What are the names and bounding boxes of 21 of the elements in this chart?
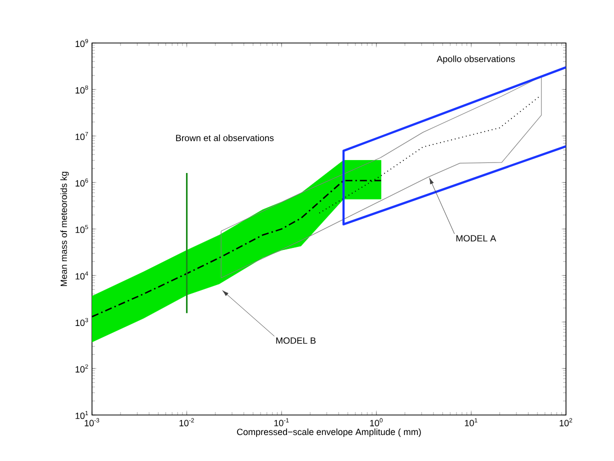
y-tick-label: 10$^{9}$	[76, 38, 88, 48]
annotation: Apollo observations	[436, 56, 515, 64]
x-tick-label: 10$^{2}$	[560, 418, 572, 426]
x-tick-label: 10$^{-1}$	[274, 418, 289, 426]
x-tick-label: 10$^{-2}$	[180, 418, 194, 426]
y-tick-label: 10$^{2}$	[76, 364, 88, 373]
x-axis-title: Compressed−scale envelope Amplitude ( mm)	[237, 428, 421, 437]
x-tick-label: 10$^{1}$	[464, 418, 478, 426]
y-tick-label: 10$^{6}$	[76, 178, 88, 187]
y-tick-label: 10$^{1}$	[76, 410, 88, 420]
x-tick-label: 10$^{-3}$	[84, 418, 100, 426]
annotation: MODEL B	[276, 337, 316, 344]
y-axis-title: Mean mass of meteoroids kg	[60, 172, 69, 286]
annotation: Brown et al observations	[176, 134, 274, 142]
y-tick-label: 10$^{3}$	[76, 318, 88, 326]
y-tick-label: 10$^{5}$	[76, 224, 88, 234]
annotation: MODEL A	[456, 235, 496, 242]
y-tick-label: 10$^{8}$	[76, 85, 88, 94]
y-tick-label: 10$^{7}$	[76, 132, 88, 140]
y-tick-label: 10$^{4}$	[76, 271, 88, 280]
x-tick-label: 10$^{0}$	[370, 418, 383, 426]
